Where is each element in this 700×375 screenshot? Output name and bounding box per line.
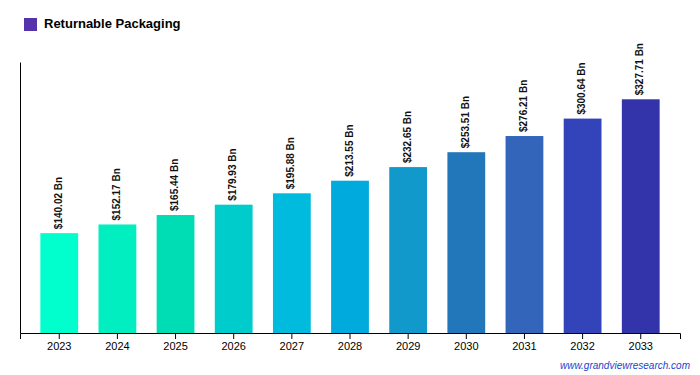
data-label: $179.93 Bn [227,148,238,200]
x-tick: 2028 [338,333,362,352]
x-tick-label: 2024 [105,340,129,352]
data-label: $253.51 Bn [460,96,471,148]
bar [447,152,485,333]
x-tick-label: 2029 [396,340,420,352]
data-label: $300.64 Bn [576,62,587,114]
bar [40,233,78,333]
bar [389,167,427,333]
x-tick-mark [466,333,467,339]
x-tick-mark [233,333,234,339]
x-axis: 2023 2024 2025 2026 2027 2028 2029 2030 2031 2032… [21,333,681,352]
legend-swatch [24,18,37,31]
x-tick: 2031 [512,333,536,352]
x-tick-label: 2030 [454,340,478,352]
data-label: $276.21 Bn [518,80,529,132]
bars [40,99,659,333]
x-tick-label: 2028 [338,340,362,352]
data-label: $213.55 Bn [344,124,355,176]
x-axis-line [21,334,681,340]
x-tick-mark [59,333,60,339]
bar [99,224,137,333]
x-tick-label: 2026 [221,340,245,352]
x-tick-mark [117,333,118,339]
x-tick-label: 2031 [512,340,536,352]
x-tick-label: 2027 [280,340,304,352]
annotation: www.grandviewresearch.com [560,360,690,371]
plot: $140.02 Bn $152.17 Bn $165.44 Bn $179.93 Bn… [21,43,681,352]
chart: $140.02 Bn $152.17 Bn $165.44 Bn $179.93 Bn… [0,0,700,375]
bar [564,119,602,333]
y-axis [20,63,21,334]
x-tick-mark [175,333,176,339]
x-tick: 2029 [396,333,420,352]
x-tick-mark [408,333,409,339]
x-tick-label: 2023 [47,340,71,352]
bar [215,205,253,333]
bar [331,181,369,333]
data-label: $327.71 Bn [634,43,645,95]
bar [506,136,544,333]
x-tick-label: 2032 [570,340,594,352]
x-tick: 2033 [629,333,653,352]
x-tick-mark [524,333,525,339]
bar [622,99,660,333]
x-tick-mark [350,333,351,339]
data-label: $140.02 Bn [53,177,64,229]
x-tick-mark [291,333,292,339]
legend: Returnable Packaging [24,16,181,31]
x-tick-mark [582,333,583,339]
x-tick: 2027 [280,333,304,352]
data-label: $152.17 Bn [111,168,122,220]
y-axis-line [20,63,21,334]
x-tick: 2024 [105,333,129,352]
legend-label: Returnable Packaging [44,16,181,31]
x-tick: 2030 [454,333,478,352]
bar [157,215,195,333]
data-label: $165.44 Bn [169,159,180,211]
x-tick-label: 2025 [163,340,187,352]
legend-item: Returnable Packaging [24,16,181,31]
bar [273,193,311,333]
x-tick-label: 2033 [629,340,653,352]
data-labels: $140.02 Bn $152.17 Bn $165.44 Bn $179.93 Bn… [53,43,645,229]
x-tick: 2032 [570,333,594,352]
data-label: $195.88 Bn [285,137,296,189]
x-tick: 2025 [163,333,187,352]
x-tick: 2023 [47,333,71,352]
data-label: $232.65 Bn [402,111,413,163]
x-tick-mark [640,333,641,339]
x-tick: 2026 [221,333,245,352]
